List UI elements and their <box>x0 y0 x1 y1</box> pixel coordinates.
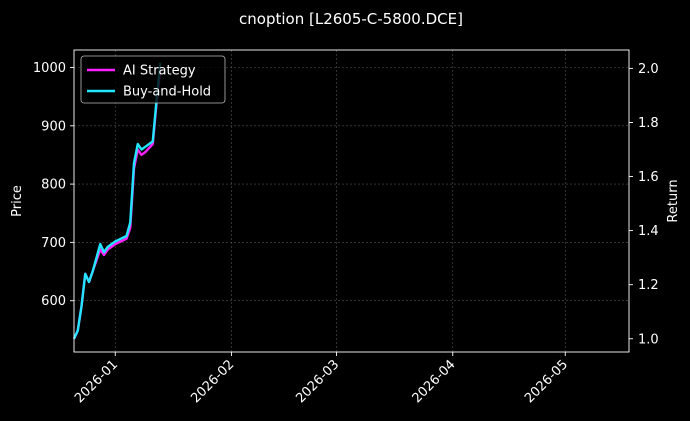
y2-tick-label: 1.8 <box>638 116 659 131</box>
series-group <box>72 62 162 340</box>
y-tick-label: 800 <box>41 178 66 193</box>
y-tick-label: 900 <box>41 119 66 134</box>
y-axis-label: Price <box>10 185 25 217</box>
legend: AI Strategy Buy-and-Hold <box>80 55 226 104</box>
y2-tick-label: 2.0 <box>638 62 659 77</box>
y2-axis-label: Return <box>666 179 681 222</box>
series-line-1 <box>72 62 162 340</box>
y2-tick-label: 1.2 <box>638 278 659 293</box>
plot-frame <box>73 49 630 353</box>
y2-tick-label: 1.6 <box>638 170 659 185</box>
chart-title: cnoption [L2605-C-5800.DCE] <box>239 10 463 28</box>
legend-label: AI Strategy <box>123 64 196 79</box>
legend-label: Buy-and-Hold <box>123 85 211 100</box>
y-tick-label: 1000 <box>33 61 66 76</box>
y-tick-label: 700 <box>41 236 66 251</box>
legend-box <box>80 55 226 104</box>
y2-tick-label: 1.0 <box>638 332 659 347</box>
y-tick-label: 600 <box>41 294 66 309</box>
y2-tick-label: 1.4 <box>638 224 659 239</box>
